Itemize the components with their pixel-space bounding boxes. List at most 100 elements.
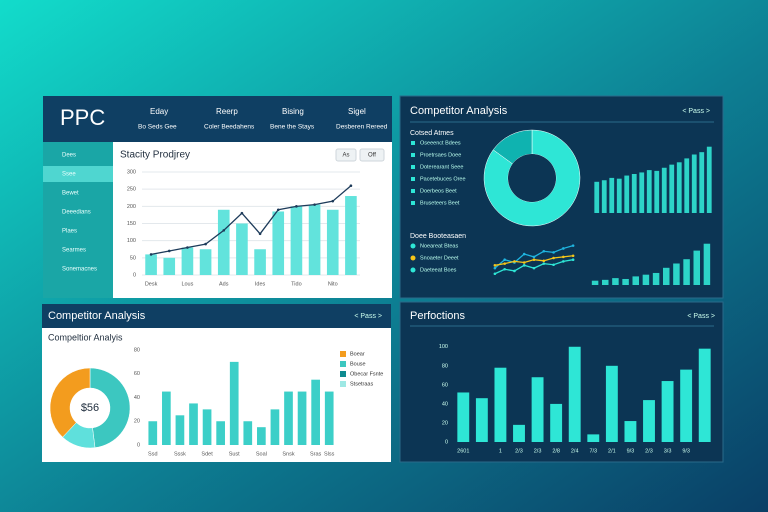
bar bbox=[181, 247, 194, 275]
button[interactable] bbox=[335, 148, 357, 162]
point bbox=[532, 266, 536, 270]
header-bar bbox=[42, 304, 391, 328]
bar bbox=[162, 391, 171, 445]
sidebar-item[interactable]: Ssee bbox=[62, 172, 76, 178]
panel-subtitle: Compeltior Analyis bbox=[48, 332, 123, 342]
bar bbox=[145, 254, 157, 275]
bar bbox=[601, 180, 607, 213]
point bbox=[503, 258, 506, 261]
list-item: Snoaeter Deeet bbox=[420, 255, 459, 261]
pager[interactable]: < Pass > bbox=[354, 313, 382, 320]
y-tick-label: 250 bbox=[127, 187, 136, 193]
point bbox=[493, 264, 497, 267]
bar bbox=[601, 279, 609, 285]
sidebar-item[interactable]: Dees bbox=[62, 153, 76, 159]
y-tick-label: 0 bbox=[445, 439, 448, 445]
bar bbox=[290, 206, 303, 275]
nav-item[interactable]: Reerp bbox=[216, 107, 238, 116]
x-tick-label: Sssk bbox=[174, 451, 186, 457]
bar bbox=[622, 278, 629, 285]
sidebar-item[interactable]: Plaes bbox=[62, 229, 77, 235]
list-item: Doterearant Seee bbox=[420, 164, 463, 170]
x-tick-label: 2/8 bbox=[552, 448, 560, 454]
pager[interactable]: < Pass > bbox=[682, 108, 710, 115]
bar bbox=[616, 178, 622, 213]
point bbox=[313, 203, 316, 206]
y-tick-label: 0 bbox=[133, 272, 136, 278]
nav-item[interactable]: Sigel bbox=[348, 107, 366, 116]
point bbox=[222, 229, 226, 232]
panel-title: Competitor Analysis bbox=[48, 310, 146, 322]
point bbox=[493, 266, 497, 270]
list-icon bbox=[411, 141, 415, 145]
list-icon bbox=[411, 201, 415, 205]
sidebar bbox=[43, 142, 113, 298]
bar bbox=[652, 272, 660, 285]
bar bbox=[698, 348, 711, 442]
x-tick-label: Desk bbox=[145, 281, 158, 287]
x-tick-label: 2/3 bbox=[534, 448, 542, 454]
bar bbox=[605, 365, 618, 442]
x-tick-label: 2/4 bbox=[571, 448, 579, 454]
bar bbox=[661, 167, 667, 213]
bar bbox=[643, 400, 655, 442]
nav-item[interactable]: Bising bbox=[282, 107, 304, 116]
bar bbox=[568, 346, 581, 442]
x-tick-label: 2/3 bbox=[645, 448, 653, 454]
legend-label: Boear bbox=[350, 351, 365, 357]
bar bbox=[202, 409, 212, 445]
bar bbox=[646, 170, 652, 213]
bar bbox=[662, 267, 670, 285]
bar bbox=[706, 146, 712, 213]
y-tick-label: 40 bbox=[442, 401, 448, 407]
list-icon bbox=[411, 177, 415, 181]
y-tick-label: 50 bbox=[130, 255, 136, 261]
button-label[interactable]: As bbox=[342, 153, 349, 159]
x-tick-label: Sust bbox=[229, 451, 240, 457]
point bbox=[532, 258, 536, 261]
point bbox=[571, 258, 575, 261]
bar bbox=[550, 403, 563, 442]
point bbox=[571, 244, 575, 247]
point bbox=[522, 261, 526, 264]
list-icon bbox=[411, 153, 415, 157]
bar bbox=[673, 263, 680, 285]
sidebar-item[interactable]: Searmes bbox=[62, 248, 86, 254]
bar bbox=[631, 174, 637, 213]
bar bbox=[297, 391, 307, 445]
x-tick-label: 1 bbox=[499, 448, 502, 454]
bar bbox=[163, 257, 176, 275]
x-tick-label: Snsk bbox=[282, 451, 294, 457]
bar bbox=[531, 377, 544, 442]
list-item: Daeteeat Boes bbox=[420, 267, 457, 273]
bar bbox=[594, 181, 600, 213]
point bbox=[552, 256, 555, 260]
nav-item[interactable]: Eday bbox=[150, 107, 168, 116]
point bbox=[349, 184, 353, 188]
y-tick-label: 300 bbox=[127, 169, 136, 175]
y-tick-label: 20 bbox=[442, 420, 448, 426]
x-tick-label: Slss bbox=[324, 451, 335, 457]
y-tick-label: 80 bbox=[134, 347, 140, 353]
sidebar-item[interactable]: Sonemacnes bbox=[62, 267, 97, 273]
bar bbox=[654, 170, 660, 213]
bar bbox=[691, 154, 697, 213]
y-tick-label: 60 bbox=[134, 371, 140, 377]
bar bbox=[270, 409, 280, 445]
sidebar-item[interactable]: Deeedians bbox=[62, 210, 91, 216]
point bbox=[503, 262, 506, 265]
point bbox=[542, 259, 546, 263]
point bbox=[331, 199, 335, 203]
x-tick-label: 9/3 bbox=[682, 448, 690, 454]
button-label[interactable]: Off bbox=[368, 153, 376, 159]
list-title: Doee Booteasaen bbox=[410, 233, 466, 240]
point bbox=[186, 246, 189, 249]
x-tick-label: Ads bbox=[219, 281, 229, 287]
nav-sub: Bo Seds Gee bbox=[138, 124, 177, 131]
bar bbox=[609, 177, 615, 213]
pager[interactable]: < Pass > bbox=[687, 313, 715, 320]
button[interactable] bbox=[359, 148, 385, 162]
x-tick-label: 7/3 bbox=[589, 448, 597, 454]
point bbox=[204, 242, 207, 246]
sidebar-item[interactable]: Bewet bbox=[62, 191, 79, 197]
